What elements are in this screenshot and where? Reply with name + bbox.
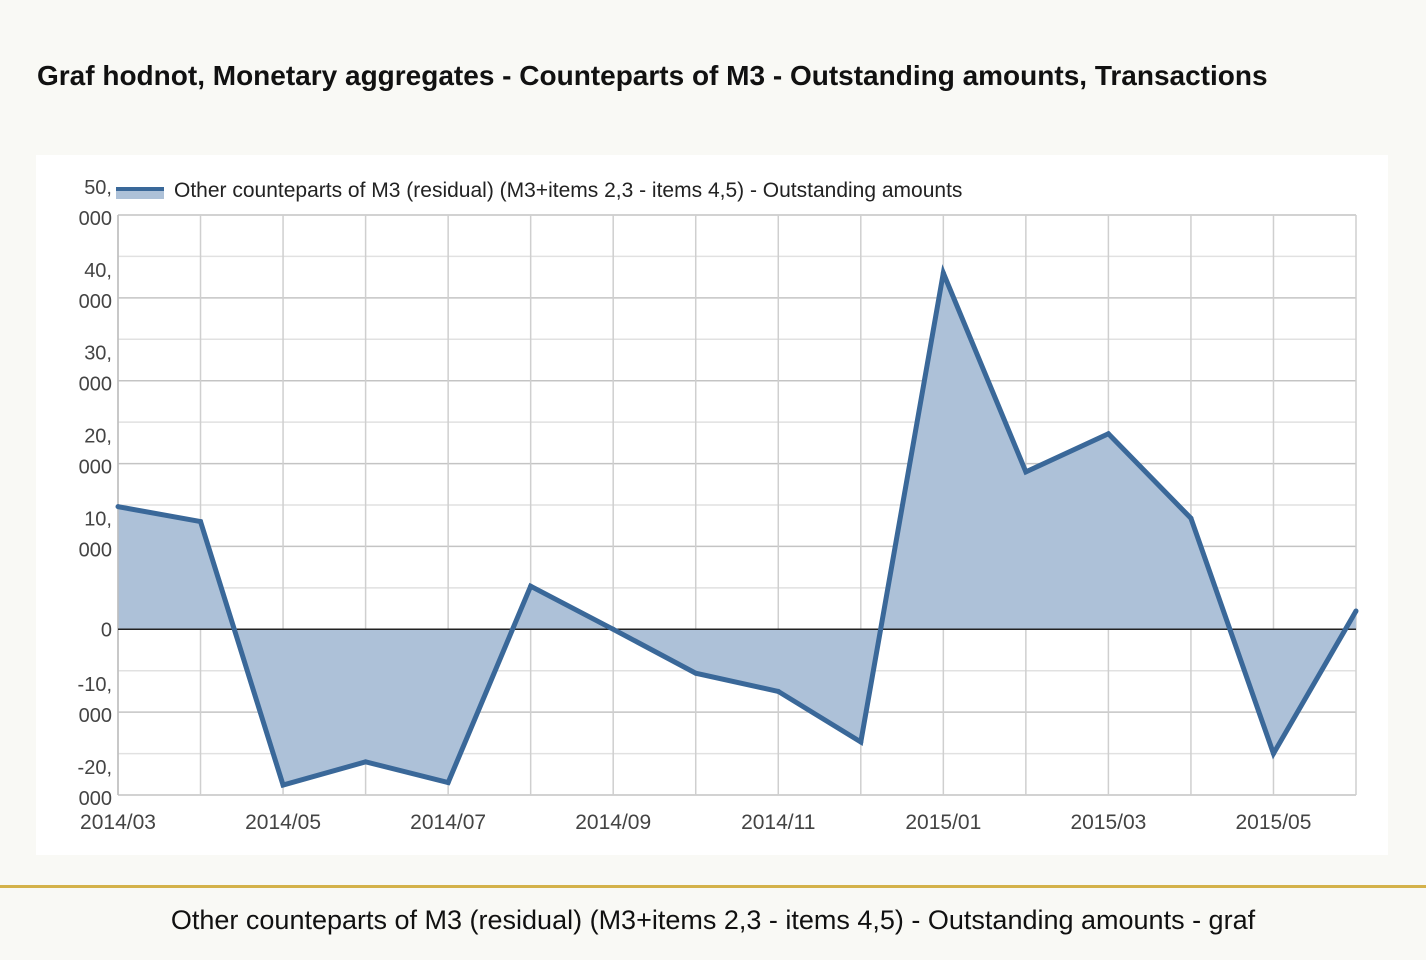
series-area <box>118 273 1356 786</box>
data-point[interactable] <box>280 782 286 788</box>
y-tick-label: -20, 000 <box>78 757 112 810</box>
y-tick-label: 50, 000 <box>79 177 112 230</box>
chart-panel: 50, 000 40, 000 30, 000 20, 000 10, 000 0 -10, 000 -2… <box>36 155 1388 855</box>
data-point[interactable] <box>445 780 451 786</box>
y-tick-label: 30, 000 <box>79 343 112 396</box>
area-layer <box>118 273 1356 786</box>
data-point[interactable] <box>940 270 946 276</box>
y-tick-label: 20, 000 <box>79 426 112 479</box>
x-tick-label: 2015/01 <box>905 811 981 834</box>
legend-swatch-line <box>116 187 164 191</box>
data-point[interactable] <box>198 519 204 525</box>
data-point[interactable] <box>1188 515 1194 521</box>
y-tick-label: 10, 000 <box>79 508 112 561</box>
data-point[interactable] <box>1353 608 1359 614</box>
data-point[interactable] <box>610 626 616 632</box>
data-point[interactable] <box>363 759 369 765</box>
y-tick-label: 40, 000 <box>79 260 112 313</box>
data-point[interactable] <box>1270 751 1276 757</box>
chart-caption: Other counteparts of M3 (residual) (M3+i… <box>170 905 1256 935</box>
data-point[interactable] <box>858 739 864 745</box>
data-point[interactable] <box>775 688 781 694</box>
series-line <box>117 264 1359 789</box>
footer-divider <box>0 885 1426 888</box>
x-tick-label: 2014/09 <box>575 811 651 834</box>
x-tick-label: 2014/05 <box>245 811 321 834</box>
x-tick-label: 2015/03 <box>1070 811 1146 834</box>
y-tick-label: -10, 000 <box>78 674 112 727</box>
x-tick-label: 2014/07 <box>410 811 486 834</box>
line-layer <box>115 264 1359 789</box>
y-tick-label: 0 <box>101 619 112 641</box>
legend-label: Other counteparts of M3 (residual) (M3+i… <box>174 179 962 202</box>
chart-svg: 50, 000 40, 000 30, 000 20, 000 10, 000 0 -10, 000 -2… <box>78 177 1359 834</box>
page-title: Graf hodnot, Monetary aggregates - Count… <box>37 60 1268 91</box>
data-point[interactable] <box>693 670 699 676</box>
data-point[interactable] <box>115 504 121 510</box>
data-point[interactable] <box>528 583 534 589</box>
data-point[interactable] <box>1023 469 1029 475</box>
x-tick-label: 2014/11 <box>741 811 815 834</box>
x-tick-label: 2015/05 <box>1236 811 1312 834</box>
chart-legend[interactable]: Other counteparts of M3 (residual) (M3+i… <box>116 179 962 202</box>
label-layer: 50, 000 40, 000 30, 000 20, 000 10, 000 0 -10, 000 -2… <box>78 177 1312 834</box>
data-point[interactable] <box>1105 431 1111 437</box>
x-tick-label: 2014/03 <box>80 811 156 834</box>
